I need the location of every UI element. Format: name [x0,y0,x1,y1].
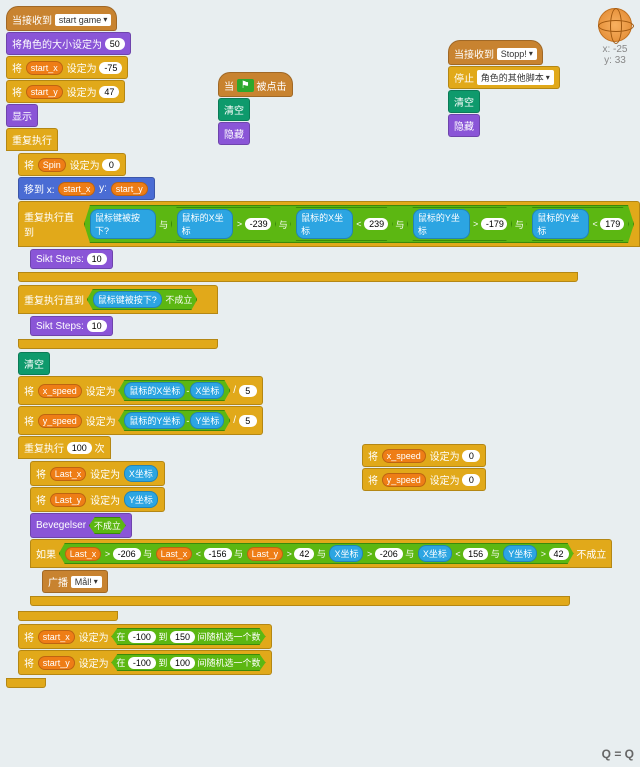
hat-flag[interactable]: 当 ⚑ 被点击 [218,72,293,97]
hat-stop[interactable]: 当接收到 Stopp! [448,40,543,65]
msg-dropdown[interactable]: start game [55,14,112,26]
flag-icon: ⚑ [237,79,254,92]
set-starty[interactable]: 将 start_y 设定为 47 [6,80,125,103]
sikt-1[interactable]: Sikt Steps: 10 [30,249,113,269]
set-xspeed-0[interactable]: 将 x_speed 设定为 0 [362,444,486,467]
forever-loop[interactable]: 重复执行 将 Spin 设定为 0 移到 x: start_x y: start… [6,128,640,691]
goal-cond: Last_x > -206 与 Last_x < -156 与 Last_y >… [59,543,574,564]
set-xspeed[interactable]: 将 x_speed 设定为 鼠标的X坐标 - X坐标 / 5 [18,376,263,405]
hat-receive[interactable]: 当接收到 start game [6,6,117,31]
set-lastx[interactable]: 将 Last_x 设定为 X坐标 [30,461,165,486]
show-block[interactable]: 显示 [6,104,38,127]
set-lasty[interactable]: 将 Last_y 设定为 Y坐标 [30,487,165,512]
goto-xy[interactable]: 移到 x: start_x y: start_y [18,177,155,200]
broadcast[interactable]: 广播 Mål! [42,570,108,593]
sikt-2[interactable]: Sikt Steps: 10 [30,316,113,336]
hide-2[interactable]: 隐藏 [218,122,250,145]
if-goal[interactable]: 如果 Last_x > -206 与 Last_x < -156 与 Last_… [30,539,640,609]
repeat-until-1[interactable]: 重复执行直到 鼠标键被按下? 与 鼠标的X坐标 > -239 与 鼠标的X坐标 … [18,201,640,285]
bevegelser[interactable]: Bevegelser 不成立 [30,513,132,538]
repeat-100[interactable]: 重复执行 100 次 将 Last_x 设定为 X坐标 将 Last_y 设定为… [18,436,640,624]
clear-pen[interactable]: 清空 [18,352,50,375]
clear-3[interactable]: 清空 [448,90,480,113]
clear-2[interactable]: 清空 [218,98,250,121]
set-spin[interactable]: 将 Spin 设定为 0 [18,153,126,176]
script-flag[interactable]: 当 ⚑ 被点击 清空 隐藏 [218,72,293,146]
set-yspeed[interactable]: 将 y_speed 设定为 鼠标的Y坐标 - Y坐标 / 5 [18,406,263,435]
stop-block[interactable]: 停止 角色的其他脚本 [448,66,560,89]
script-speed-reset[interactable]: 将 x_speed 设定为 0 将 y_speed 设定为 0 [362,444,486,492]
cond-not: 鼠标键被按下? 不成立 [87,289,198,310]
set-yspeed-0[interactable]: 将 y_speed 设定为 0 [362,468,486,491]
set-size[interactable]: 将角色的大小设定为 50 [6,32,131,55]
hide-3[interactable]: 隐藏 [448,114,480,137]
repeat-until-2[interactable]: 重复执行直到 鼠标键被按下? 不成立 Sikt Steps: 10 [18,285,640,352]
zoom-controls[interactable]: Q = Q [602,747,634,761]
set-startx-rand[interactable]: 将 start_x 设定为 在 -100 到 150 间随机选一个数 [18,624,272,649]
script-stop[interactable]: 当接收到 Stopp! 停止 角色的其他脚本 清空 隐藏 [448,40,560,138]
set-startx[interactable]: 将 start_x 设定为 -75 [6,56,128,79]
cond-1: 鼠标键被按下? 与 鼠标的X坐标 > -239 与 鼠标的X坐标 < 239 与… [84,205,634,243]
set-starty-rand[interactable]: 将 start_y 设定为 在 -100 到 100 间随机选一个数 [18,650,272,675]
